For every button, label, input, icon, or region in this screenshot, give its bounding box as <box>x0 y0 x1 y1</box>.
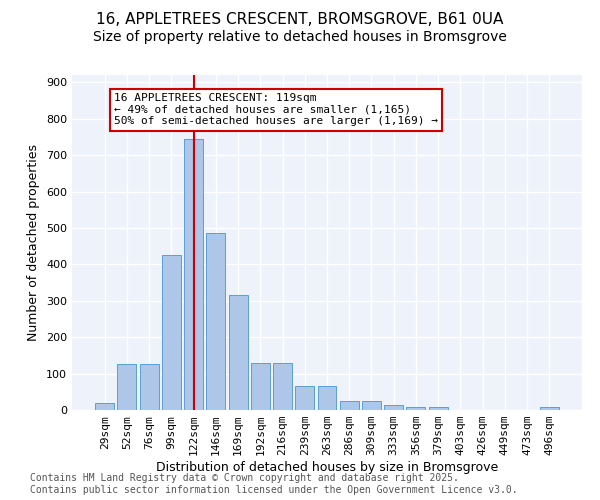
Bar <box>340 401 359 410</box>
Bar <box>295 386 314 410</box>
Bar <box>118 364 136 410</box>
Bar <box>229 296 248 410</box>
Bar <box>251 362 270 410</box>
Bar <box>317 386 337 410</box>
Bar <box>273 362 292 410</box>
Text: 16 APPLETREES CRESCENT: 119sqm
← 49% of detached houses are smaller (1,165)
50% : 16 APPLETREES CRESCENT: 119sqm ← 49% of … <box>114 93 438 126</box>
Text: Contains HM Land Registry data © Crown copyright and database right 2025.
Contai: Contains HM Land Registry data © Crown c… <box>30 474 518 495</box>
Bar <box>362 401 381 410</box>
Bar <box>140 364 158 410</box>
Bar <box>95 402 114 410</box>
Bar <box>384 404 403 410</box>
Bar <box>429 407 448 410</box>
Bar <box>162 255 181 410</box>
X-axis label: Distribution of detached houses by size in Bromsgrove: Distribution of detached houses by size … <box>156 461 498 474</box>
Bar <box>406 407 425 410</box>
Text: Size of property relative to detached houses in Bromsgrove: Size of property relative to detached ho… <box>93 30 507 44</box>
Bar <box>206 234 225 410</box>
Text: 16, APPLETREES CRESCENT, BROMSGROVE, B61 0UA: 16, APPLETREES CRESCENT, BROMSGROVE, B61… <box>97 12 503 28</box>
Bar <box>540 407 559 410</box>
Y-axis label: Number of detached properties: Number of detached properties <box>28 144 40 341</box>
Bar <box>184 138 203 410</box>
